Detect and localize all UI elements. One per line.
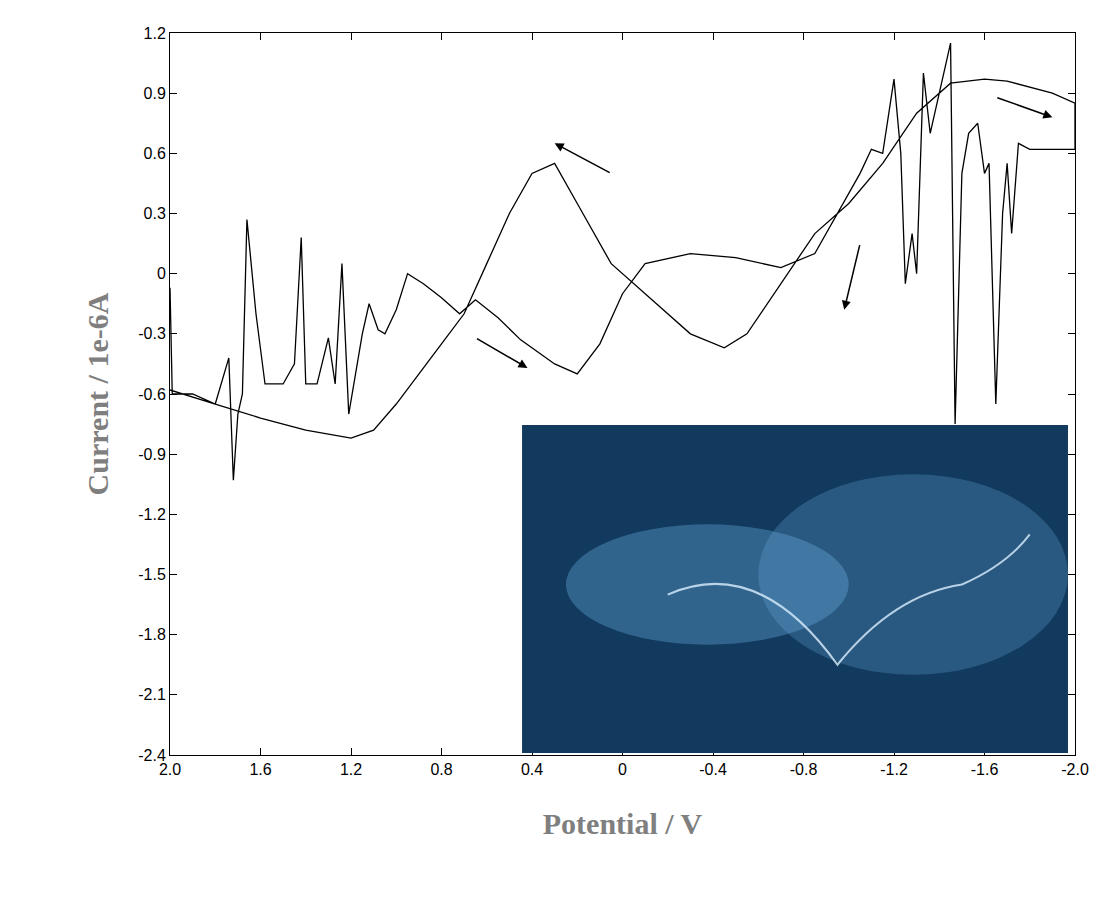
svg-text:1.6: 1.6 xyxy=(249,761,271,778)
svg-text:-1.2: -1.2 xyxy=(138,506,166,523)
svg-text:0.3: 0.3 xyxy=(144,205,166,222)
svg-text:-0.9: -0.9 xyxy=(138,446,166,463)
svg-text:-2.4: -2.4 xyxy=(138,747,166,764)
svg-text:0.6: 0.6 xyxy=(144,145,166,162)
svg-text:-0.3: -0.3 xyxy=(138,325,166,342)
svg-text:-2.0: -2.0 xyxy=(1061,761,1089,778)
svg-text:1.2: 1.2 xyxy=(144,25,166,42)
svg-text:-0.4: -0.4 xyxy=(699,761,727,778)
svg-text:-1.8: -1.8 xyxy=(138,626,166,643)
svg-text:-0.8: -0.8 xyxy=(790,761,818,778)
svg-text:-1.5: -1.5 xyxy=(138,566,166,583)
svg-text:0: 0 xyxy=(618,761,627,778)
svg-text:-2.1: -2.1 xyxy=(138,686,166,703)
svg-text:1.2: 1.2 xyxy=(340,761,362,778)
svg-text:0.4: 0.4 xyxy=(521,761,543,778)
svg-text:Current / 1e-6A: Current / 1e-6A xyxy=(81,292,114,495)
svg-text:-1.2: -1.2 xyxy=(880,761,908,778)
svg-text:0.8: 0.8 xyxy=(430,761,452,778)
svg-text:Potential / V: Potential / V xyxy=(543,807,703,840)
svg-text:-1.6: -1.6 xyxy=(971,761,999,778)
svg-text:0: 0 xyxy=(157,265,166,282)
svg-text:-0.6: -0.6 xyxy=(138,386,166,403)
svg-text:0.9: 0.9 xyxy=(144,85,166,102)
svg-text:2.0: 2.0 xyxy=(159,761,181,778)
